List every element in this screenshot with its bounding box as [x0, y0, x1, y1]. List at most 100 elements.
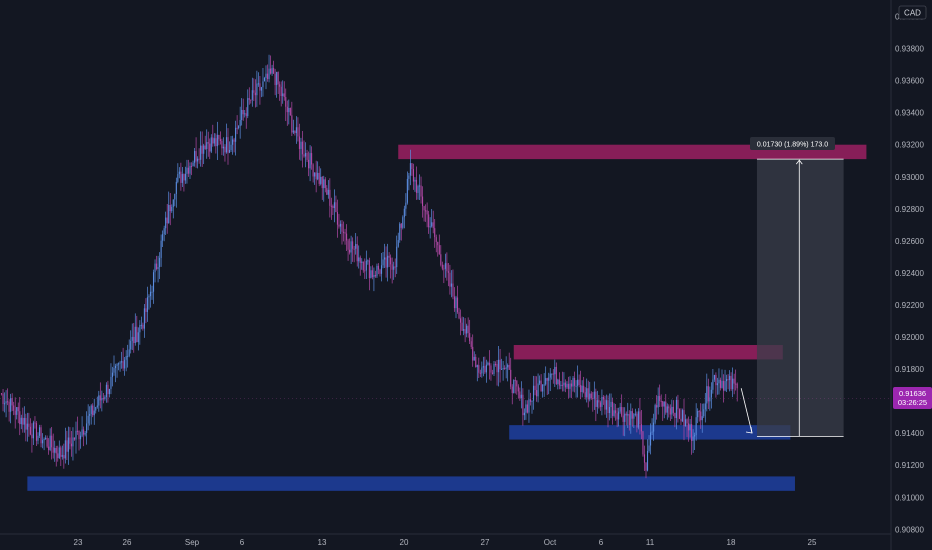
x-tick-label: 6: [240, 538, 245, 547]
candle-body: [453, 296, 456, 309]
candle-body: [488, 362, 490, 366]
candle-body: [613, 410, 615, 416]
candle-body: [715, 374, 717, 386]
candle-body: [435, 237, 437, 242]
candle-body: [376, 265, 378, 277]
candle-body: [536, 390, 538, 397]
candle-body: [674, 412, 676, 419]
candle-body: [431, 222, 433, 227]
candle-body: [570, 383, 573, 387]
candle-body: [380, 265, 383, 274]
candle-body: [485, 364, 487, 373]
candle-body: [589, 393, 591, 400]
candle-body: [698, 411, 700, 413]
candle-body: [491, 372, 494, 374]
candle-body: [242, 109, 244, 115]
candle-body: [384, 257, 386, 260]
candle-body: [149, 291, 152, 297]
candle-body: [548, 377, 550, 381]
x-tick-labels[interactable]: 23 26 Sep 6 13 20 27 Oct 6 11 18 25: [74, 538, 817, 547]
measure-arrow-head: [795, 159, 803, 165]
candle-body: [569, 383, 571, 389]
currency-label: CAD: [904, 9, 921, 18]
x-tick-label: 13: [318, 538, 327, 547]
candle-body: [238, 126, 240, 128]
x-tick-label: Sep: [185, 538, 200, 547]
candle-body: [31, 434, 33, 439]
candle-body: [87, 415, 89, 424]
candle-body: [668, 406, 670, 409]
candle-body: [338, 224, 340, 227]
candle-body: [402, 217, 404, 228]
candle-body: [607, 400, 609, 414]
candle-body: [534, 385, 536, 391]
candle-body: [198, 158, 200, 160]
candle-body: [537, 383, 539, 397]
candle-body: [621, 407, 623, 416]
candle-body: [575, 385, 577, 387]
candle-body: [326, 188, 328, 195]
candle-body: [476, 365, 478, 368]
candle-body: [263, 77, 266, 82]
candle-body: [0, 393, 3, 395]
measure-label: 0.01730 (1.89%) 173.0: [757, 142, 828, 149]
measure-label-box: [750, 137, 835, 150]
candle-body: [336, 211, 338, 225]
candle-body: [675, 399, 677, 419]
candle-body: [654, 405, 656, 423]
candle-body: [403, 208, 405, 218]
candle-body: [181, 174, 183, 183]
candle-body: [333, 202, 335, 209]
candle-body: [371, 270, 373, 278]
candle-body: [610, 401, 612, 408]
candle-body: [643, 454, 646, 463]
candle-body: [583, 385, 585, 393]
candle-body: [602, 396, 604, 400]
candle-body: [69, 437, 71, 444]
candle-body: [564, 382, 566, 388]
candle-body: [81, 429, 83, 436]
candle-body: [210, 137, 212, 152]
candle-body: [721, 380, 723, 388]
candle-body: [84, 432, 86, 435]
candle-body: [418, 185, 421, 187]
currency-badge[interactable]: [898, 5, 927, 20]
candle-body: [599, 402, 601, 407]
candle-body: [653, 422, 655, 432]
candle-body: [122, 361, 124, 369]
candle-body: [215, 138, 217, 147]
candle-body: [648, 445, 650, 451]
measure-box: [756, 159, 844, 437]
candle-body: [543, 384, 545, 386]
candle-body: [159, 257, 161, 268]
candle-body: [42, 440, 44, 444]
candle-body: [578, 379, 580, 385]
y-tick-label: 0.93000: [895, 173, 924, 182]
candle-body: [187, 167, 190, 174]
candle-body: [273, 68, 275, 74]
candle-body: [133, 336, 135, 344]
candle-body: [719, 379, 722, 388]
price-axis[interactable]: [891, 0, 932, 550]
candle-body: [174, 193, 176, 200]
candle-body: [616, 413, 618, 420]
candle-body: [288, 107, 290, 113]
candle-body: [192, 162, 194, 167]
candle-body: [528, 399, 530, 413]
candle-body: [254, 92, 256, 96]
candle-body: [177, 174, 179, 182]
candle-body: [186, 167, 188, 174]
candle-body: [422, 196, 424, 207]
candle-body: [507, 364, 509, 368]
candle-body: [545, 378, 547, 385]
candle-body: [657, 396, 659, 408]
candle-body: [353, 248, 355, 250]
candle-body: [531, 400, 533, 402]
candle-body: [184, 173, 186, 181]
candle-body: [479, 372, 481, 374]
candle-body: [552, 373, 554, 375]
candle-body: [487, 362, 489, 365]
candle-body: [446, 263, 448, 272]
candle-body: [733, 378, 735, 384]
